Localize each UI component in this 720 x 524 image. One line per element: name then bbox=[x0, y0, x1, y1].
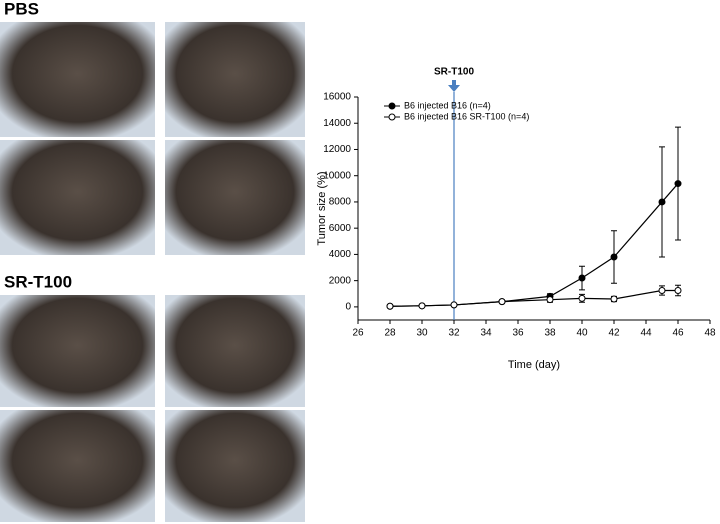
y-tick-label: 16000 bbox=[323, 92, 351, 103]
photo bbox=[165, 410, 305, 522]
marker bbox=[386, 302, 394, 310]
annotation-label: SR-T100 bbox=[434, 67, 474, 78]
series-line bbox=[389, 183, 679, 307]
y-tick-label: 6000 bbox=[329, 223, 352, 234]
marker bbox=[546, 296, 554, 304]
marker bbox=[610, 295, 618, 303]
x-tick-label: 32 bbox=[448, 328, 460, 339]
photo bbox=[165, 22, 305, 137]
x-tick-label: 42 bbox=[608, 328, 620, 339]
photos: PBS SR-T100 bbox=[0, 0, 305, 522]
marker bbox=[658, 198, 666, 206]
marker bbox=[610, 253, 618, 261]
marker bbox=[658, 286, 666, 294]
x-tick-label: 36 bbox=[512, 328, 524, 339]
x-tick-label: 46 bbox=[672, 328, 684, 339]
marker bbox=[674, 286, 682, 294]
legend-label: B6 injected B16 SR-T100 (n=4) bbox=[404, 111, 529, 121]
marker bbox=[418, 302, 426, 310]
marker bbox=[674, 180, 682, 188]
legend-label: B6 injected B16 (n=4) bbox=[404, 100, 491, 110]
annotation-arrow bbox=[448, 80, 460, 92]
photo bbox=[0, 22, 155, 137]
x-tick-label: 28 bbox=[384, 328, 396, 339]
marker bbox=[578, 294, 586, 302]
photo bbox=[165, 140, 305, 255]
photo bbox=[165, 295, 305, 407]
y-axis-title: Tumor size (%) bbox=[316, 171, 328, 245]
y-tick-label: 14000 bbox=[323, 118, 351, 129]
x-tick-label: 44 bbox=[640, 328, 652, 339]
x-tick-label: 38 bbox=[544, 328, 556, 339]
legend-marker bbox=[388, 102, 396, 110]
y-tick-label: 4000 bbox=[329, 249, 352, 260]
chart: 0 2000 4000 6000 8000 10000 12000 14000 16000 26 2… bbox=[316, 67, 716, 371]
y-tick-label: 2000 bbox=[329, 275, 352, 286]
y-tick-label: 0 bbox=[345, 302, 351, 313]
marker bbox=[498, 298, 506, 306]
x-tick-label: 34 bbox=[480, 328, 492, 339]
group-label: SR-T100 bbox=[4, 272, 72, 291]
photo bbox=[0, 295, 155, 407]
legend-marker bbox=[388, 113, 396, 121]
x-tick-label: 26 bbox=[352, 328, 364, 339]
y-tick-label: 10000 bbox=[323, 170, 351, 181]
y-tick-label: 12000 bbox=[323, 144, 351, 155]
x-axis-title: Time (day) bbox=[508, 359, 560, 371]
marker bbox=[578, 274, 586, 282]
group-label: PBS bbox=[4, 0, 39, 18]
photo bbox=[0, 410, 155, 522]
y-tick-label: 8000 bbox=[329, 197, 352, 208]
x-tick-label: 48 bbox=[704, 328, 716, 339]
x-tick-label: 40 bbox=[576, 328, 588, 339]
x-tick-label: 30 bbox=[416, 328, 428, 339]
marker bbox=[450, 301, 458, 309]
photo bbox=[0, 140, 155, 255]
